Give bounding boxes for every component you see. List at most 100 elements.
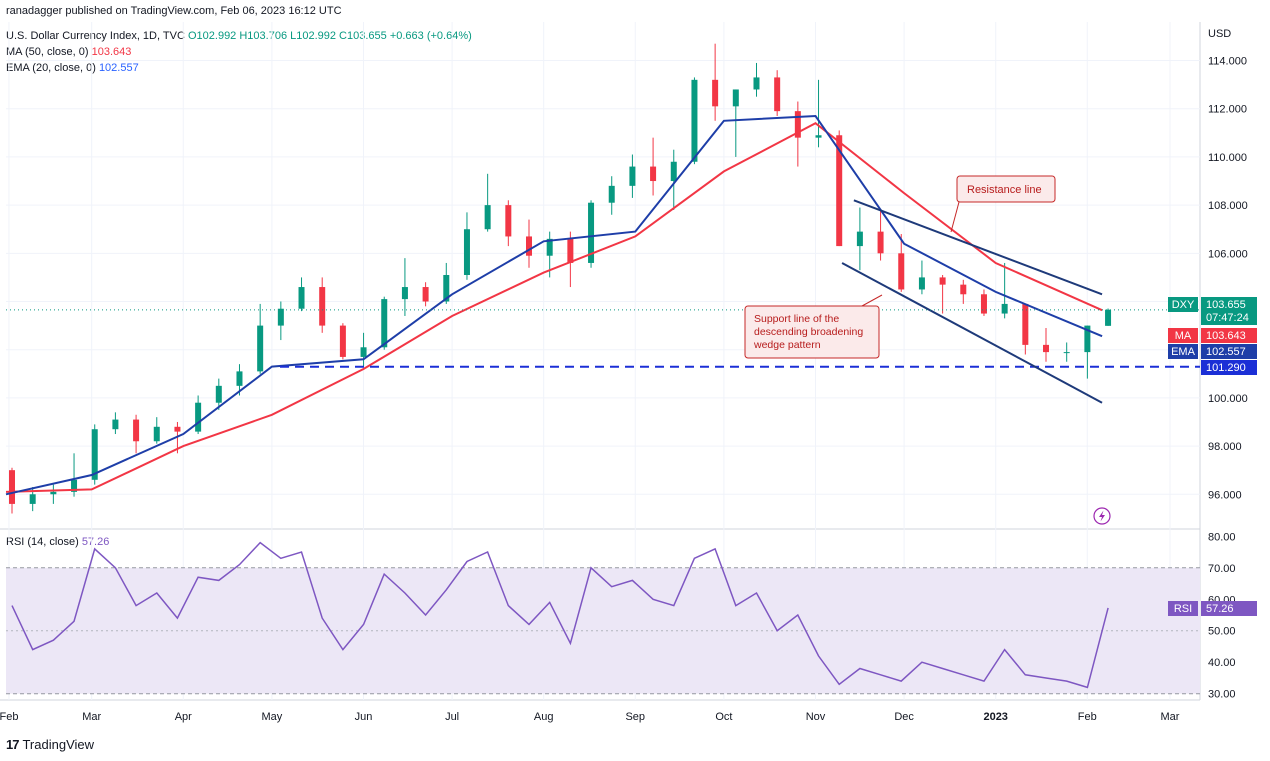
candle-body <box>360 347 367 357</box>
ma-badge-label: MA <box>1175 330 1192 342</box>
candle <box>422 282 429 307</box>
candle-body <box>505 205 512 237</box>
ema-badge: EMA 102.557 <box>1168 344 1257 359</box>
candle <box>629 154 636 198</box>
candle <box>257 303 264 374</box>
candle <box>794 101 801 167</box>
time-tick-label: Oct <box>715 711 732 723</box>
candle-body <box>1063 352 1070 354</box>
rsi-tick-label: 50.00 <box>1208 626 1236 638</box>
tradingview-logo-icon[interactable]: 17 <box>6 737 20 752</box>
symbol-title[interactable]: U.S. Dollar Currency Index, 1D, TVC <box>6 30 185 42</box>
candle-body <box>195 402 202 432</box>
candle-body <box>443 275 450 302</box>
candle <box>650 137 657 196</box>
price-tick-label: 106.000 <box>1208 248 1248 260</box>
candle-body <box>691 79 698 162</box>
ema-legend[interactable]: EMA (20, close, 0) 102.557 <box>6 62 139 74</box>
ema-legend-value: 102.557 <box>98 62 139 74</box>
lightning-icon[interactable] <box>1093 507 1111 525</box>
candle <box>133 414 140 454</box>
candle-body <box>939 277 946 285</box>
rsi-tick-label: 80.00 <box>1208 531 1236 543</box>
candle-body <box>1001 303 1008 314</box>
candle-body <box>277 308 284 326</box>
candle <box>1043 328 1050 362</box>
ema-legend-label: EMA (20, close, 0) <box>6 62 96 74</box>
rsi-badge-label: RSI <box>1174 603 1192 615</box>
time-tick-label: Nov <box>806 711 826 723</box>
dxy-badge-countdown: 07:47:24 <box>1206 312 1249 324</box>
candle-body <box>133 419 140 442</box>
candle <box>463 212 470 280</box>
candle <box>9 467 15 514</box>
annotations-layer: Resistance line Support line of the desc… <box>744 175 1111 525</box>
candle <box>670 149 677 210</box>
candle <box>856 207 863 271</box>
candle-body <box>960 284 967 295</box>
candle-body <box>91 429 98 480</box>
candle <box>732 89 739 157</box>
candle <box>360 332 367 367</box>
candle <box>753 62 760 97</box>
symbol-legend: U.S. Dollar Currency Index, 1D, TVC O102… <box>6 30 472 42</box>
candle-body <box>856 231 863 247</box>
rsi-legend[interactable]: RSI (14, close) 57.26 <box>6 536 109 548</box>
ema-badge-value: 102.557 <box>1206 346 1246 358</box>
price-tick-label: 114.000 <box>1208 56 1247 68</box>
candle <box>898 234 905 292</box>
rsi-band-layer <box>6 567 1200 695</box>
time-tick-label: Jul <box>445 711 459 723</box>
time-tick-label: Sep <box>625 711 645 723</box>
ma-badge-value-bg <box>1201 328 1257 343</box>
candle <box>1001 262 1008 319</box>
candle <box>339 323 346 360</box>
price-tick-label: 110.000 <box>1208 152 1247 164</box>
candle-body <box>319 287 326 326</box>
support-callout-text-2: descending broadening <box>754 326 863 338</box>
candle-body <box>608 185 615 203</box>
rsi-badge-value: 57.26 <box>1206 603 1234 615</box>
ma-badge: MA 103.643 <box>1168 328 1257 343</box>
candle-body <box>381 299 388 348</box>
candle-body <box>980 294 987 314</box>
candle <box>588 200 595 268</box>
rsi-tick-label: 30.00 <box>1208 689 1236 701</box>
candle-body <box>526 236 533 256</box>
footer: 17 TradingView <box>6 737 94 752</box>
candle-body <box>1084 325 1091 353</box>
resistance-callout: Resistance line <box>950 175 1056 233</box>
candle <box>319 277 326 333</box>
time-tick-label: Feb <box>1078 711 1097 723</box>
time-tick-label: Mar <box>1161 711 1180 723</box>
dxy-badge-label-bg <box>1168 297 1198 312</box>
rsi-legend-label: RSI (14, close) <box>6 536 79 548</box>
candle <box>980 289 987 316</box>
candle-body <box>215 385 222 403</box>
candle-body <box>153 426 160 442</box>
candle <box>691 77 698 165</box>
ohlc-readout: O102.992 H103.706 L102.992 C103.655 +0.6… <box>187 30 472 42</box>
candle-body <box>650 166 657 182</box>
candle-body <box>463 229 470 275</box>
candle-body <box>484 205 491 230</box>
ma-legend[interactable]: MA (50, close, 0) 103.643 <box>6 46 131 58</box>
ma-badge-value: 103.643 <box>1206 330 1246 342</box>
candles-layer <box>9 43 1112 514</box>
price-tick-label: 100.000 <box>1208 393 1248 405</box>
brand-name[interactable]: TradingView <box>22 737 95 752</box>
candle-body <box>732 89 739 107</box>
support-callout: Support line of the descending broadenin… <box>744 294 883 359</box>
candle-body <box>174 426 181 432</box>
candle-body <box>257 325 264 372</box>
candle <box>298 277 305 312</box>
support-callout-text-1: Support line of the <box>754 313 839 325</box>
price-tick-label: 98.000 <box>1208 441 1242 453</box>
resistance-trendline <box>853 199 1103 296</box>
ema-badge-label-bg <box>1168 344 1198 359</box>
candle-body <box>794 111 801 138</box>
ema-badge-label: EMA <box>1171 346 1196 358</box>
candle-body <box>422 287 429 302</box>
